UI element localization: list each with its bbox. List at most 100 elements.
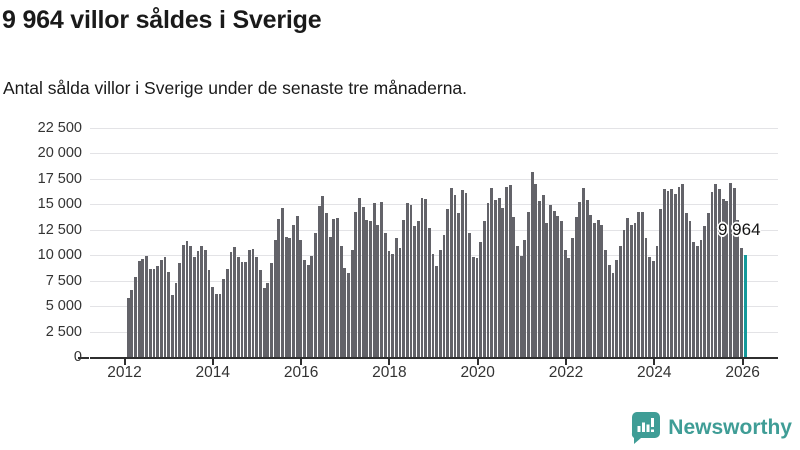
bar xyxy=(273,240,277,357)
x-axis-tick-label: 2026 xyxy=(725,364,760,381)
chart-subtitle: Antal sålda villor i Sverige under de se… xyxy=(3,78,468,98)
bar xyxy=(203,249,207,357)
bar xyxy=(644,238,648,357)
bar xyxy=(218,294,222,357)
bar xyxy=(424,199,428,357)
bar xyxy=(156,266,160,357)
bar xyxy=(413,226,417,357)
bar xyxy=(420,198,424,357)
x-axis-tick-label: 2024 xyxy=(637,364,672,381)
bar-latest-highlight xyxy=(743,255,747,357)
bar xyxy=(633,223,637,357)
bar xyxy=(505,186,508,357)
bar xyxy=(523,239,527,357)
bar xyxy=(516,246,519,357)
bar xyxy=(372,203,376,357)
x-axis-tick xyxy=(123,358,126,365)
bar xyxy=(438,249,442,357)
bar xyxy=(648,257,652,357)
bar xyxy=(416,221,420,357)
bar xyxy=(159,259,163,357)
bar xyxy=(567,258,571,357)
y-zero-tick xyxy=(78,357,89,359)
page-title: 9 964 villor såldes i Sverige xyxy=(2,6,322,34)
bar xyxy=(306,264,310,357)
x-axis-tick-label: 2012 xyxy=(107,364,142,381)
x-axis-tick xyxy=(211,358,214,365)
bar xyxy=(310,255,314,357)
bar xyxy=(336,217,339,357)
bar xyxy=(574,216,578,357)
x-axis-tick xyxy=(653,358,656,365)
bar xyxy=(141,259,145,357)
bar xyxy=(387,251,391,357)
bar xyxy=(174,282,178,357)
bar xyxy=(207,270,211,357)
x-axis-tick xyxy=(565,358,567,365)
bar xyxy=(692,242,696,357)
bar xyxy=(549,204,552,357)
bar xyxy=(409,205,413,357)
bar xyxy=(640,212,644,357)
bar xyxy=(578,202,582,357)
bar xyxy=(545,223,549,357)
bar xyxy=(442,234,446,357)
bar xyxy=(446,209,450,357)
bar xyxy=(486,203,490,357)
bar xyxy=(508,185,512,357)
bar xyxy=(354,211,358,357)
bar xyxy=(740,247,743,357)
bar xyxy=(361,206,365,357)
bar xyxy=(380,202,383,357)
bar xyxy=(295,215,299,357)
bar xyxy=(214,294,218,357)
bar xyxy=(435,266,439,357)
bar-chart: 9 964 0 2 500 5 000 7 500 10 000 12 500 15 000… xyxy=(37,119,778,381)
bar xyxy=(394,238,398,357)
bar xyxy=(358,198,361,357)
newsworthy-icon xyxy=(632,412,661,444)
bar xyxy=(460,190,464,357)
bar xyxy=(706,213,710,357)
y-axis-tick-label: 7 500 xyxy=(45,272,82,289)
gridline xyxy=(90,204,778,205)
bar xyxy=(501,208,505,357)
bar xyxy=(670,188,674,357)
bar xyxy=(563,249,567,357)
bar xyxy=(376,224,380,357)
bar xyxy=(236,257,240,357)
bar xyxy=(732,188,736,357)
bar xyxy=(145,256,148,357)
bar xyxy=(464,192,468,357)
bar xyxy=(534,184,538,357)
bar xyxy=(494,200,497,357)
bar xyxy=(240,262,244,357)
bar xyxy=(152,269,156,357)
bar xyxy=(314,233,317,357)
bar xyxy=(262,287,266,357)
x-axis-tick xyxy=(741,358,744,365)
bar xyxy=(736,219,740,357)
bar xyxy=(163,256,167,357)
bar xyxy=(192,257,196,357)
bar xyxy=(365,219,369,357)
bar xyxy=(593,223,596,357)
newsworthy-logo: Newsworthy xyxy=(630,411,792,444)
bar xyxy=(126,298,130,357)
bar xyxy=(607,264,611,357)
bar xyxy=(270,263,273,357)
bar xyxy=(688,221,692,357)
bar xyxy=(684,212,688,357)
newsworthy-wordmark: Newsworthy xyxy=(668,415,792,439)
x-axis-tick-label: 2016 xyxy=(283,364,319,381)
bar xyxy=(703,226,707,357)
bar xyxy=(369,221,372,357)
x-axis-tick-label: 2014 xyxy=(195,364,231,381)
bar xyxy=(277,218,281,357)
y-axis-tick-label: 0 xyxy=(73,349,82,365)
y-axis-tick-label: 2 500 xyxy=(45,323,82,340)
bar xyxy=(479,242,483,357)
bar xyxy=(710,191,714,357)
y-axis-tick-label: 22 500 xyxy=(37,119,82,136)
